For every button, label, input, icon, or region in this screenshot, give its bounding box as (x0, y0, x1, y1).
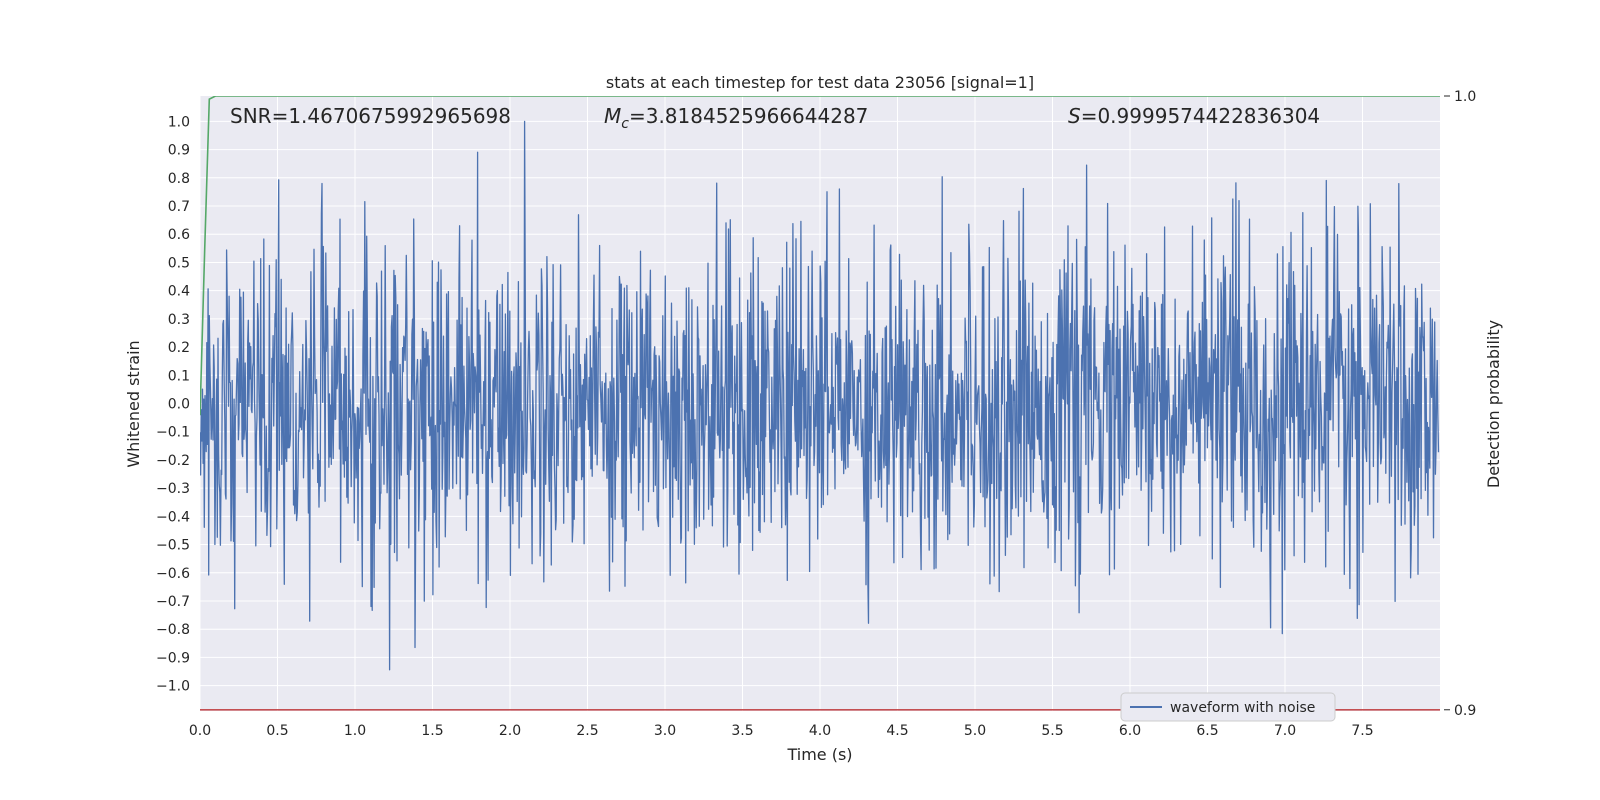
y2-tick-label: 0.9 (1454, 703, 1476, 719)
x-tick-label: 7.0 (1274, 723, 1296, 739)
y-tick-label: 0.0 (168, 397, 190, 413)
series-detection-probability-line (200, 96, 1440, 416)
y-tick-label: 0.5 (168, 255, 190, 271)
y-tick-label: −0.8 (156, 622, 190, 638)
y-tick-label: −0.7 (156, 594, 190, 610)
chart-title: stats at each timestep for test data 230… (606, 73, 1034, 92)
x-tick-labels: 0.0 0.5 1.0 1.5 2.0 2.5 3.0 3.5 4.0 4.5 5.0 5.5 6.0 6… (189, 723, 1374, 739)
y-tick-label: −1.0 (156, 679, 190, 695)
y-tick-label: −0.2 (156, 453, 190, 469)
x-tick-label: 1.0 (344, 723, 366, 739)
y-tick-label: −0.9 (156, 650, 190, 666)
y-tick-label: −0.3 (156, 481, 190, 497)
y-tick-label: 0.4 (168, 284, 190, 300)
y-tick-label: 0.8 (168, 171, 190, 187)
x-tick-label: 0.0 (189, 723, 211, 739)
x-tick-label: 4.0 (809, 723, 831, 739)
legend-box (1120, 692, 1336, 722)
x-tick-label: 2.0 (499, 723, 521, 739)
x-tick-label: 2.5 (576, 723, 598, 739)
y-tick-label: −0.5 (156, 538, 190, 554)
x-tick-label: 1.5 (421, 723, 443, 739)
series-waveform-line (200, 120, 1440, 671)
y-tick-label: 0.3 (168, 312, 190, 328)
y2-axis-label: Detection probability (1484, 320, 1503, 488)
y-tick-labels: 1.0 0.9 0.8 0.7 0.6 0.5 0.4 0.3 0.2 0.1 0.0 −0.1 −0.… (156, 114, 190, 694)
y-tick-label: 0.1 (168, 368, 190, 384)
x-tick-label: 3.0 (654, 723, 676, 739)
y-tick-label: −0.6 (156, 566, 190, 582)
x-tick-label: 5.5 (1041, 723, 1063, 739)
x-tick-label: 0.5 (266, 723, 288, 739)
y-tick-label: 0.7 (168, 199, 190, 215)
legend: waveform with noise (1120, 692, 1336, 722)
snr-annotation: SNR=1.4670675992965698 (230, 104, 511, 128)
x-tick-label: 5.0 (964, 723, 986, 739)
y-tick-label: −0.4 (156, 509, 190, 525)
y-axis-label: Whitened strain (124, 340, 143, 467)
y-tick-label: 1.0 (168, 114, 190, 130)
spin-annotation: S=0.9999574422836304 (1068, 104, 1320, 128)
x-tick-label: 6.0 (1119, 723, 1141, 739)
x-tick-label: 4.5 (886, 723, 908, 739)
chirp-mass-annotation: Mc=3.8184525966644287 (604, 104, 868, 132)
y-tick-label: 0.2 (168, 340, 190, 356)
y2-tick-labels: 1.0 0.9 (1444, 89, 1476, 719)
y2-tick-label: 1.0 (1454, 89, 1476, 105)
y-tick-label: −0.1 (156, 425, 190, 441)
x-tick-label: 3.5 (731, 723, 753, 739)
x-tick-label: 6.5 (1196, 723, 1218, 739)
x-axis-label: Time (s) (786, 745, 852, 764)
y-tick-label: 0.6 (168, 227, 190, 243)
y-tick-label: 0.9 (168, 143, 190, 159)
x-tick-label: 7.5 (1351, 723, 1373, 739)
legend-label-waveform: waveform with noise (1170, 700, 1315, 716)
